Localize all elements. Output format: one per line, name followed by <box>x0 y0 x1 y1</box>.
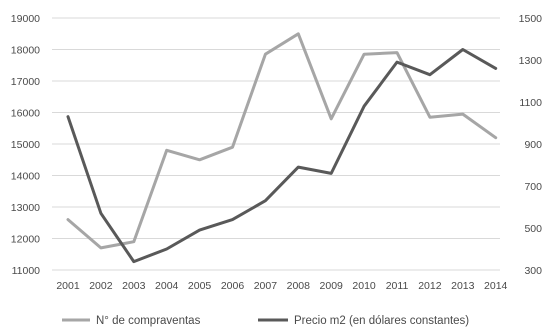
left-tick-label: 17000 <box>11 76 40 88</box>
x-tick-label: 2013 <box>451 280 475 292</box>
right-tick-label: 1100 <box>519 97 542 109</box>
left-axis-ticks: 11000 12000 13000 14000 15000 16000 17000 18000… <box>11 13 40 277</box>
left-tick-label: 14000 <box>11 171 40 183</box>
right-tick-label: 1300 <box>519 55 543 67</box>
left-tick-label: 15000 <box>11 139 40 151</box>
left-tick-label: 11000 <box>12 265 41 277</box>
gridlines <box>52 17 500 271</box>
left-tick-label: 13000 <box>11 202 40 214</box>
x-tick-label: 2006 <box>221 280 245 292</box>
right-tick-label: 1500 <box>519 13 543 25</box>
x-tick-label: 2005 <box>188 280 212 292</box>
x-tick-label: 2002 <box>89 280 113 292</box>
legend: N° de compraventas Precio m2 (en dólares… <box>62 315 469 327</box>
legend-label-compraventas: N° de compraventas <box>96 315 201 327</box>
right-tick-label: 300 <box>524 265 542 277</box>
x-tick-label: 2012 <box>418 280 442 292</box>
x-tick-label: 2009 <box>320 280 344 292</box>
x-tick-label: 2010 <box>352 280 376 292</box>
legend-label-precio: Precio m2 (en dólares constantes) <box>294 315 469 327</box>
x-tick-label: 2003 <box>122 280 146 292</box>
right-tick-label: 700 <box>524 181 542 193</box>
x-axis-ticks: 2001 2002 2003 2004 2005 2006 2007 2008 2009 2010… <box>56 280 507 292</box>
left-tick-label: 18000 <box>11 45 40 57</box>
series-lines <box>66 32 498 264</box>
left-tick-label: 12000 <box>11 234 40 246</box>
x-tick-label: 2007 <box>254 280 278 292</box>
x-tick-label: 2011 <box>386 280 409 292</box>
right-tick-label: 900 <box>524 139 542 151</box>
x-tick-label: 2001 <box>56 280 80 292</box>
left-tick-label: 19000 <box>11 13 40 25</box>
right-axis-ticks: 300 500 700 900 1100 1300 1500 <box>519 13 543 277</box>
series-line-precio <box>66 48 498 264</box>
left-tick-label: 16000 <box>11 108 40 120</box>
x-tick-label: 2014 <box>484 280 508 292</box>
x-tick-label: 2004 <box>155 280 179 292</box>
right-tick-label: 500 <box>524 223 542 235</box>
series-line-compraventas <box>66 32 498 250</box>
x-tick-label: 2008 <box>287 280 311 292</box>
